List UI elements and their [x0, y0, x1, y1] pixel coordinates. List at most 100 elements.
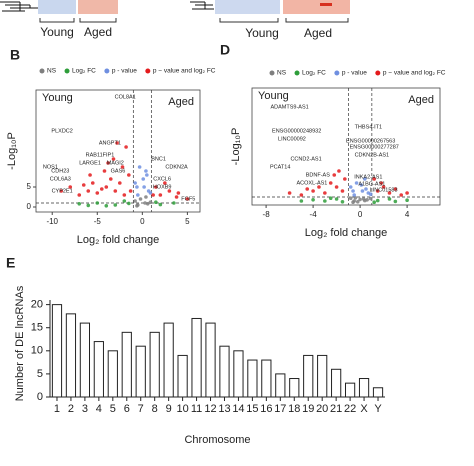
- x-tick-label: 2: [68, 403, 74, 415]
- x-tick-label: 20: [316, 403, 328, 415]
- point: [145, 173, 149, 177]
- gene-label: CYP2E1: [52, 188, 73, 194]
- legend-swatch: [294, 70, 300, 76]
- point: [59, 189, 64, 193]
- dendrogram: [0, 1, 38, 12]
- gene-label: ENSG00000267563: [346, 138, 395, 144]
- bar: [51, 304, 63, 398]
- legend-swatch: [104, 68, 110, 74]
- gene-label: THBS4-IT1: [355, 124, 383, 130]
- point: [127, 201, 131, 206]
- point: [158, 193, 163, 197]
- point: [323, 199, 327, 203]
- point: [348, 185, 353, 189]
- point: [405, 191, 409, 195]
- x-tick-label: -5: [94, 217, 102, 226]
- x-tick-label: 11: [191, 403, 202, 415]
- point: [111, 157, 116, 161]
- x-tick-label: 1: [54, 403, 60, 415]
- gene-label: CDH23: [51, 168, 69, 174]
- point: [363, 198, 367, 203]
- legend-label: p − value and log₂ FC: [383, 70, 446, 77]
- legend-swatch: [145, 68, 151, 74]
- point: [118, 181, 122, 185]
- point: [136, 193, 140, 197]
- legend-label: p − value and log₂ FC: [153, 68, 216, 75]
- bracket: [39, 18, 117, 23]
- bar: [344, 382, 356, 398]
- point: [86, 189, 91, 193]
- x-tick-label: -8: [263, 210, 271, 219]
- point: [405, 198, 409, 202]
- bar: [93, 341, 104, 398]
- heatmap-block: [215, 0, 280, 14]
- point: [154, 185, 158, 189]
- point: [108, 177, 113, 181]
- point: [328, 196, 333, 200]
- point: [167, 189, 172, 193]
- point: [343, 177, 347, 181]
- point: [363, 177, 367, 181]
- point: [311, 189, 315, 193]
- gene-label: CCND2-AS1: [290, 156, 321, 162]
- bracket: [219, 18, 349, 23]
- panel-label: D: [220, 42, 230, 58]
- point: [128, 189, 133, 193]
- point: [144, 195, 148, 199]
- point: [387, 197, 392, 201]
- x-tick-label: 0: [358, 210, 363, 219]
- point: [127, 173, 131, 177]
- gene-label: LINC01583: [370, 188, 398, 194]
- point: [138, 197, 143, 201]
- bar: [135, 345, 146, 398]
- group-label: Young: [42, 92, 73, 104]
- point: [305, 187, 310, 191]
- y-axis-title: -Log₁₀P: [6, 132, 18, 170]
- y-tick-label: 20: [31, 299, 43, 311]
- point: [375, 189, 380, 193]
- legend-swatch: [39, 68, 45, 74]
- point: [372, 200, 377, 204]
- gene-label: COL8A1: [115, 94, 136, 100]
- gene-label: GAS6: [111, 168, 126, 174]
- group-label: Aged: [408, 94, 434, 106]
- x-tick-label: 22: [344, 403, 356, 415]
- legend-swatch: [375, 70, 381, 76]
- x-tick-label: 3: [82, 403, 88, 415]
- legend-label: p - value: [112, 68, 137, 75]
- point: [176, 191, 181, 195]
- point: [352, 193, 357, 197]
- x-tick-label: 0: [140, 217, 145, 226]
- point: [68, 185, 73, 189]
- point: [148, 200, 153, 204]
- y-tick-label: 10: [31, 345, 43, 357]
- x-tick-label: 4: [405, 210, 410, 219]
- gene-label: CDKN2B-AS1: [355, 152, 390, 158]
- x-tick-label: 10: [176, 403, 188, 415]
- point: [360, 189, 365, 193]
- point: [148, 191, 153, 195]
- point: [379, 181, 384, 185]
- point: [351, 189, 355, 193]
- x-tick-label: 16: [260, 403, 272, 415]
- point: [133, 181, 137, 185]
- gene-label: CDKN2A: [165, 164, 188, 170]
- point: [334, 185, 339, 189]
- legend-label: Log₂ FC: [72, 68, 96, 75]
- point: [144, 169, 148, 173]
- legend-label: p - value: [342, 70, 367, 77]
- point: [141, 177, 146, 181]
- point: [113, 189, 118, 193]
- point: [337, 169, 341, 173]
- x-tick-label: 13: [218, 403, 230, 415]
- point: [368, 196, 373, 201]
- group-label: Aged: [168, 96, 194, 108]
- point: [143, 201, 147, 205]
- point: [135, 204, 139, 208]
- point: [368, 192, 373, 196]
- gene-label: LARGE1: [79, 160, 101, 166]
- point: [317, 185, 321, 189]
- point: [185, 197, 190, 201]
- point: [90, 181, 95, 185]
